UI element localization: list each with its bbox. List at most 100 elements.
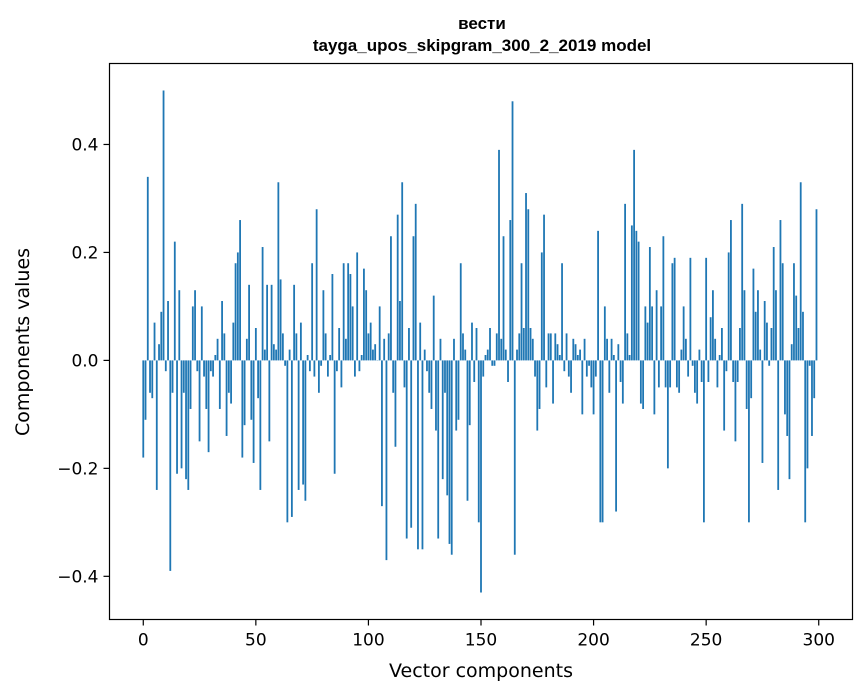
bar-254 [714, 338, 717, 361]
bar-295 [806, 360, 809, 469]
bar-23 [194, 290, 196, 361]
bar-245 [693, 360, 696, 393]
bar-269 [748, 360, 750, 523]
bar-179 [545, 360, 548, 388]
bar-287 [788, 360, 791, 480]
bar-273 [757, 290, 759, 361]
bar-56 [268, 360, 271, 442]
bar-136 [448, 360, 451, 544]
x-axis-ticks: 0 50 100 150 200 250 300 [138, 619, 835, 651]
bar-115 [401, 182, 404, 361]
bar-195 [581, 360, 584, 415]
bar-102 [372, 349, 374, 361]
bar-283 [779, 220, 782, 361]
x-tick-label: 200 [577, 631, 609, 651]
bar-132 [439, 338, 442, 361]
bar-21 [189, 360, 192, 409]
bar-293 [802, 311, 804, 361]
bar-59 [275, 349, 278, 361]
bar-95 [356, 252, 359, 361]
bar-18 [182, 360, 185, 393]
bar-209 [612, 355, 615, 361]
bar-36 [223, 333, 226, 361]
bar-246 [696, 360, 699, 404]
bar-156 [493, 360, 496, 366]
bar-68 [295, 333, 298, 361]
bar-226 [651, 306, 654, 361]
bar-5 [153, 322, 156, 361]
bar-276 [763, 301, 766, 361]
bar-92 [349, 274, 352, 361]
bar-275 [761, 360, 764, 463]
x-tick-label: 150 [465, 631, 497, 651]
bar-141 [459, 263, 462, 361]
bar-17 [180, 360, 183, 469]
bar-38 [227, 360, 230, 393]
bar-7 [158, 344, 160, 361]
bar-278 [768, 360, 771, 366]
bar-296 [808, 360, 811, 366]
bar-72 [304, 360, 307, 501]
x-tick-label: 250 [690, 631, 722, 651]
bar-133 [441, 360, 444, 480]
bar-268 [745, 360, 748, 409]
bar-270 [750, 360, 753, 399]
bar-290 [795, 295, 798, 361]
bar-64 [286, 360, 289, 523]
bar-51 [257, 360, 259, 399]
bar-157 [495, 333, 498, 361]
bar-199 [590, 360, 593, 388]
bar-258 [723, 360, 726, 431]
bar-160 [502, 236, 505, 361]
bar-231 [662, 236, 665, 361]
bar-137 [450, 360, 453, 555]
bar-67 [293, 284, 296, 361]
bar-207 [608, 360, 611, 393]
bar-235 [671, 263, 674, 361]
bar-45 [243, 360, 246, 426]
bar-281 [775, 290, 777, 361]
bar-119 [410, 360, 413, 528]
y-tick-label: 0.0 [71, 351, 98, 371]
bar-241 [684, 338, 687, 361]
bar-208 [610, 338, 613, 361]
bar-86 [336, 360, 338, 372]
bar-282 [777, 360, 780, 490]
y-tick-label: 0.4 [71, 135, 98, 155]
bar-200 [592, 360, 595, 415]
bar-65 [288, 349, 291, 361]
x-tick-label: 300 [803, 631, 835, 651]
bar-271 [752, 268, 755, 361]
bar-96 [358, 360, 361, 372]
bar-8 [160, 311, 163, 361]
bar-177 [540, 252, 543, 361]
bar-193 [576, 355, 579, 361]
bar-223 [644, 306, 647, 361]
bar-6 [155, 360, 158, 490]
bar-124 [421, 360, 424, 550]
bar-214 [624, 203, 626, 361]
bar-182 [552, 360, 554, 404]
bar-171 [527, 209, 530, 361]
bar-101 [369, 322, 372, 361]
bar-299 [815, 209, 818, 361]
bar-217 [630, 225, 633, 361]
bar-30 [209, 360, 212, 372]
bar-60 [277, 182, 280, 361]
bar-297 [811, 360, 813, 436]
bar-187 [563, 360, 566, 372]
bar-131 [437, 360, 440, 539]
bar-47 [248, 284, 250, 361]
bar-222 [642, 360, 645, 409]
bar-52 [259, 360, 262, 490]
bar-100 [367, 333, 370, 361]
bar-291 [797, 328, 800, 361]
bar-164 [511, 101, 514, 361]
bar-20 [187, 360, 190, 490]
bar-205 [603, 306, 606, 361]
bar-series [142, 90, 818, 593]
bar-262 [732, 360, 735, 382]
bar-253 [712, 290, 714, 361]
bar-236 [673, 257, 676, 361]
bar-206 [606, 338, 608, 361]
